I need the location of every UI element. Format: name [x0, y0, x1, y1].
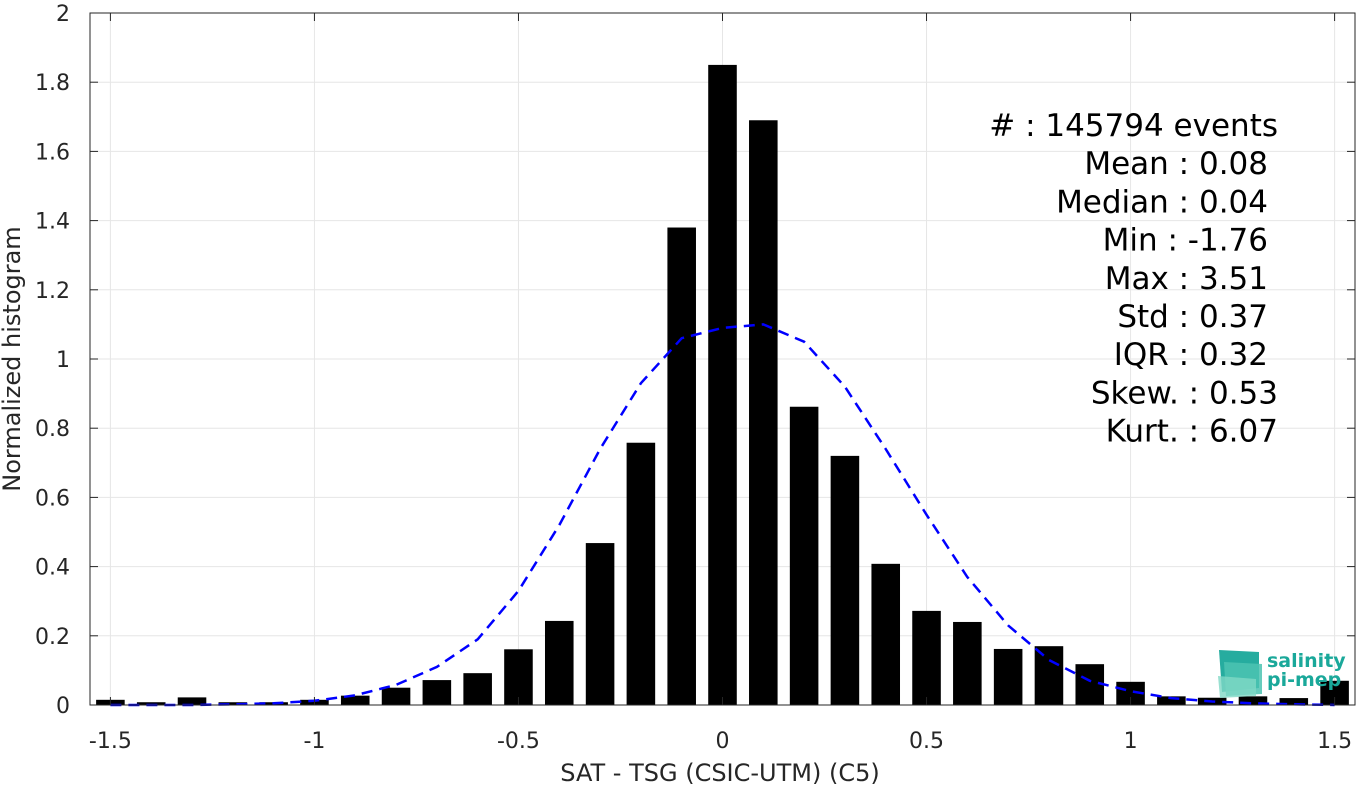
- x-tick-label: 0.5: [909, 729, 944, 754]
- histogram-bar: [1075, 664, 1105, 705]
- histogram-bar: [504, 649, 533, 705]
- histogram-bar: [422, 680, 452, 705]
- histogram-bar: [871, 563, 901, 705]
- stat-line: Kurt. : 6.07: [1106, 414, 1278, 450]
- stat-line: IQR : 0.32: [1114, 337, 1268, 373]
- stat-line: Std : 0.37: [1117, 299, 1268, 335]
- y-tick-label: 0: [56, 694, 70, 719]
- salinity-pi-mep-logo: salinity pi-mep: [1218, 650, 1346, 698]
- y-tick-label: 1: [56, 348, 70, 373]
- histogram-bar: [218, 702, 248, 705]
- stat-line: # : 145794 events: [989, 108, 1278, 144]
- histogram-bar: [953, 621, 982, 705]
- histogram-bar: [1157, 696, 1186, 705]
- histogram-bar: [789, 406, 819, 705]
- x-tick-label: -0.5: [497, 729, 540, 754]
- x-tick-label: -1.5: [89, 729, 132, 754]
- y-tick-label: 0.6: [35, 486, 70, 511]
- stat-line: Mean : 0.08: [1084, 146, 1268, 182]
- y-tick-label: 0.2: [35, 625, 70, 650]
- y-tick-label: 0.8: [35, 417, 70, 442]
- histogram-bar: [544, 620, 574, 705]
- x-axis-label: SAT - TSG (CSIC-UTM) (C5): [560, 759, 879, 785]
- histogram-bar: [1116, 681, 1145, 705]
- histogram-bar: [136, 702, 166, 705]
- y-tick-label: 0.4: [35, 556, 70, 581]
- y-axis-label: Normalized histogram: [0, 226, 26, 491]
- x-tick-label: 1.5: [1317, 729, 1352, 754]
- y-tick-label: 2: [56, 2, 70, 27]
- histogram-bar: [749, 120, 778, 705]
- x-tick-labels: -1.5 -1 -0.5 0 0.5 1 1.5: [89, 729, 1352, 754]
- histogram-bar: [1279, 698, 1309, 705]
- histogram-bar: [993, 648, 1023, 705]
- stat-line: Skew. : 0.53: [1091, 375, 1278, 411]
- histogram-bar: [626, 442, 656, 705]
- stat-line: Median : 0.04: [1056, 184, 1268, 220]
- histogram-bar: [340, 695, 370, 705]
- stat-line: Min : -1.76: [1103, 223, 1268, 259]
- histogram-bar: [708, 64, 737, 705]
- x-tick-label: 1: [1124, 729, 1138, 754]
- histogram-bar: [177, 697, 207, 705]
- logo-line-1: salinity: [1267, 650, 1346, 672]
- histogram-bar: [381, 687, 411, 705]
- histogram-bar: [830, 455, 860, 705]
- x-tick-label: -1: [303, 729, 325, 754]
- logo-mark: [1218, 650, 1262, 698]
- y-tick-label: 1.4: [35, 210, 70, 235]
- y-tick-label: 1.8: [35, 71, 70, 96]
- histogram-bar: [585, 543, 615, 705]
- axes: [89, 12, 1356, 706]
- histogram-bar: [463, 673, 492, 705]
- histogram-bar: [1034, 646, 1064, 705]
- y-tick-label: 1.6: [35, 140, 70, 165]
- stat-line: Max : 3.51: [1105, 261, 1268, 297]
- logo-line-2: pi-mep: [1267, 669, 1341, 691]
- histogram-bar: [667, 227, 696, 705]
- histogram-bar: [1238, 696, 1268, 705]
- y-tick-label: 1.2: [35, 279, 70, 304]
- histogram-bar: [912, 610, 941, 705]
- x-tick-label: 0: [716, 729, 730, 754]
- y-tick-labels: 0 0.2 0.4 0.6 0.8 1 1.2 1.4 1.6 1.8 2: [35, 2, 70, 719]
